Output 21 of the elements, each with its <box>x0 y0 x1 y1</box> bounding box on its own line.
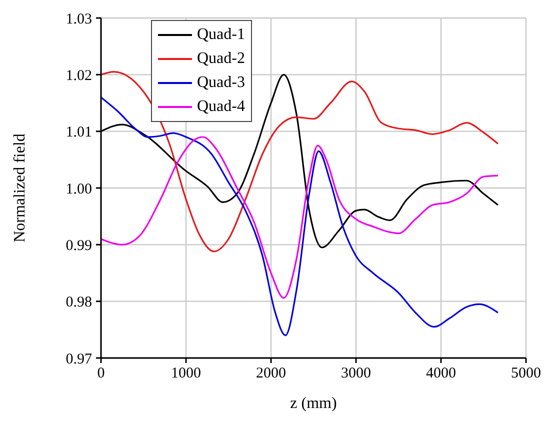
x-tick-label: 4000 <box>426 366 456 382</box>
x-axis-title: z (mm) <box>290 395 337 412</box>
y-axis-title: Normalized field <box>12 134 29 242</box>
y-tick-label: 0.97 <box>66 351 92 368</box>
line-series <box>101 136 499 299</box>
legend-label: Quad-1 <box>197 25 245 45</box>
legend-label: Quad-2 <box>197 49 245 69</box>
y-tick-label: 1.01 <box>66 124 92 141</box>
y-tick-label: 1.02 <box>66 68 92 84</box>
x-tick-label: 3000 <box>341 366 371 382</box>
y-tick-label: 0.98 <box>66 294 92 311</box>
legend-label: Quad-3 <box>197 73 245 93</box>
x-tick-label: 0 <box>97 366 105 382</box>
y-tick-label: 1.03 <box>66 11 92 28</box>
x-tick-label: 5000 <box>511 366 541 382</box>
y-tick-label: 0.99 <box>66 238 92 254</box>
y-tick-label: 1.00 <box>66 181 92 198</box>
x-tick-label: 1000 <box>171 366 201 382</box>
line-series <box>101 96 499 336</box>
x-tick-label: 2000 <box>256 366 286 382</box>
legend-label: Quad-4 <box>197 97 245 117</box>
